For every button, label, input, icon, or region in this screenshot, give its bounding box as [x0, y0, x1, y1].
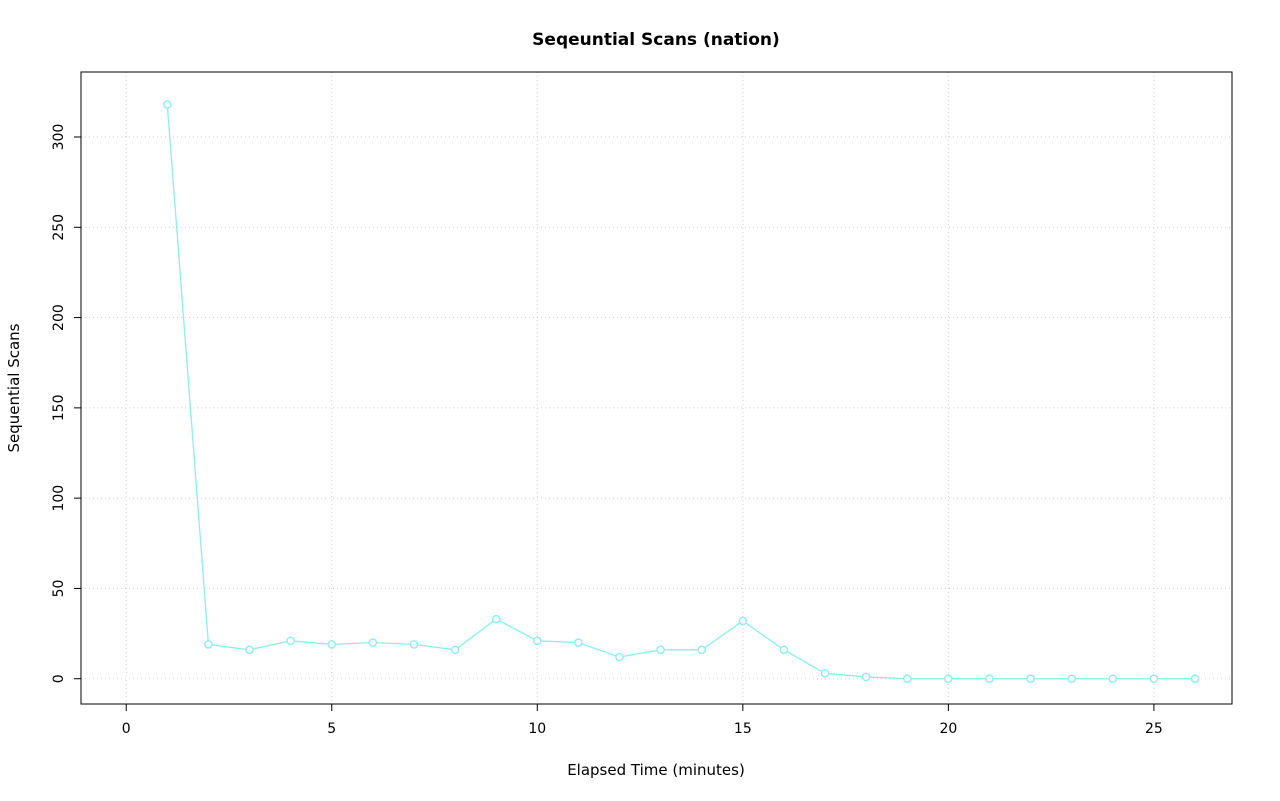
data-point [985, 674, 994, 684]
y-tick-label: 250 [51, 214, 67, 241]
data-line [166, 104, 1196, 680]
y-tick-label: 200 [51, 304, 67, 331]
y-axis-label: Sequential Scans [5, 323, 23, 453]
y-tick-label: 0 [51, 674, 67, 683]
data-point [944, 674, 953, 684]
data-point [450, 645, 460, 655]
y-tick-label: 50 [51, 580, 67, 598]
data-point [861, 672, 871, 682]
y-tick-label: 300 [51, 124, 67, 151]
y-tick-label: 150 [51, 394, 67, 421]
data-point [656, 645, 665, 655]
data-point [738, 616, 748, 626]
data-point [327, 640, 337, 649]
chart-title: Seqeuntial Scans (nation) [532, 30, 780, 50]
x-tick-label: 5 [327, 721, 336, 737]
data-point [820, 669, 830, 678]
x-tick-label: 0 [122, 721, 131, 737]
data-point [697, 645, 707, 655]
data-point [163, 100, 172, 109]
data-point [532, 636, 542, 646]
data-point [286, 636, 295, 646]
y-tick-label: 100 [51, 485, 67, 512]
data-point [1108, 674, 1118, 684]
data-point [1149, 674, 1159, 684]
data-point [902, 674, 912, 684]
data-point [574, 638, 583, 647]
x-tick-label: 25 [1145, 721, 1163, 737]
data-point [615, 652, 624, 662]
data-point [409, 640, 419, 649]
data-point [779, 645, 789, 655]
plot-box [80, 71, 1233, 705]
data-point [491, 614, 501, 624]
data-point [204, 640, 213, 649]
data-point [1067, 674, 1076, 684]
x-tick-label: 10 [528, 721, 546, 737]
data-point [245, 645, 254, 655]
data-point [1190, 674, 1200, 684]
x-tick-label: 20 [939, 721, 957, 737]
x-axis-label: Elapsed Time (minutes) [567, 761, 745, 779]
data-point [1026, 674, 1035, 684]
x-tick-label: 15 [734, 721, 752, 737]
data-point [368, 638, 378, 647]
